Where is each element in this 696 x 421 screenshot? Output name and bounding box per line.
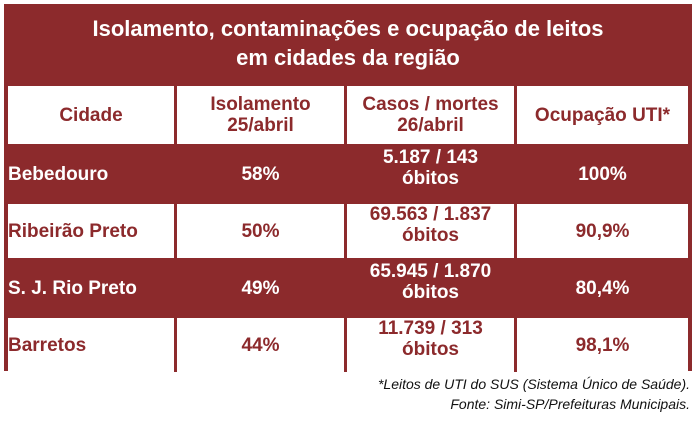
cases-value: 5.187 / 143 [382, 147, 479, 168]
isolation-cell: 44% [177, 318, 347, 372]
table-row: Bebedouro 58% 5.187 / 143 óbitos 100% [8, 147, 688, 204]
icu-cell: 98,1% [517, 318, 688, 372]
source-credit: Fonte: Simi-SP/Prefeituras Municipais. [450, 396, 690, 412]
isolation-cell: 58% [177, 147, 347, 204]
column-header-icu: Ocupação UTI* [517, 86, 688, 147]
isolation-cell: 50% [177, 204, 347, 261]
infographic-table-card: Isolamento, contaminações e ocupação de … [4, 4, 692, 372]
data-table: Cidade Isolamento 25/abril Casos / morte… [8, 86, 688, 372]
cases-cell: 65.945 / 1.870 óbitos [347, 261, 517, 318]
cases-unit: óbitos [402, 168, 459, 189]
cases-cell: 69.563 / 1.837 óbitos [347, 204, 517, 261]
cases-cell: 5.187 / 143 óbitos [347, 147, 517, 204]
city-cell: Bebedouro [8, 147, 177, 204]
cases-unit: óbitos [402, 339, 459, 360]
city-cell: Barretos [8, 318, 177, 372]
city-cell: S. J. Rio Preto [8, 261, 177, 318]
cases-value: 69.563 / 1.837 [369, 204, 492, 225]
icu-cell: 80,4% [517, 261, 688, 318]
city-cell: Ribeirão Preto [8, 204, 177, 261]
cases-cell: 11.739 / 313 óbitos [347, 318, 517, 372]
footnote: *Leitos de UTI do SUS (Sistema Único de … [377, 376, 690, 392]
icu-cell: 100% [517, 147, 688, 204]
title-line-2: em cidades da região [236, 45, 460, 70]
cases-unit: óbitos [402, 282, 459, 303]
table-row: Ribeirão Preto 50% 69.563 / 1.837 óbitos… [8, 204, 688, 261]
cases-value: 65.945 / 1.870 [369, 261, 492, 282]
isolation-cell: 49% [177, 261, 347, 318]
table-footer: *Leitos de UTI do SUS (Sistema Único de … [378, 374, 690, 414]
table-title: Isolamento, contaminações e ocupação de … [4, 4, 692, 82]
icu-cell: 90,9% [517, 204, 688, 261]
table-row: Barretos 44% 11.739 / 313 óbitos 98,1% [8, 318, 688, 372]
cases-value: 11.739 / 313 [378, 318, 483, 339]
title-line-1: Isolamento, contaminações e ocupação de … [92, 16, 604, 41]
column-header-city: Cidade [8, 86, 177, 147]
table-header-row: Cidade Isolamento 25/abril Casos / morte… [8, 86, 688, 147]
cases-unit: óbitos [402, 225, 459, 246]
column-header-cases: Casos / mortes 26/abril [347, 86, 517, 147]
table-row: S. J. Rio Preto 49% 65.945 / 1.870 óbito… [8, 261, 688, 318]
column-header-isolation: Isolamento 25/abril [177, 86, 347, 147]
